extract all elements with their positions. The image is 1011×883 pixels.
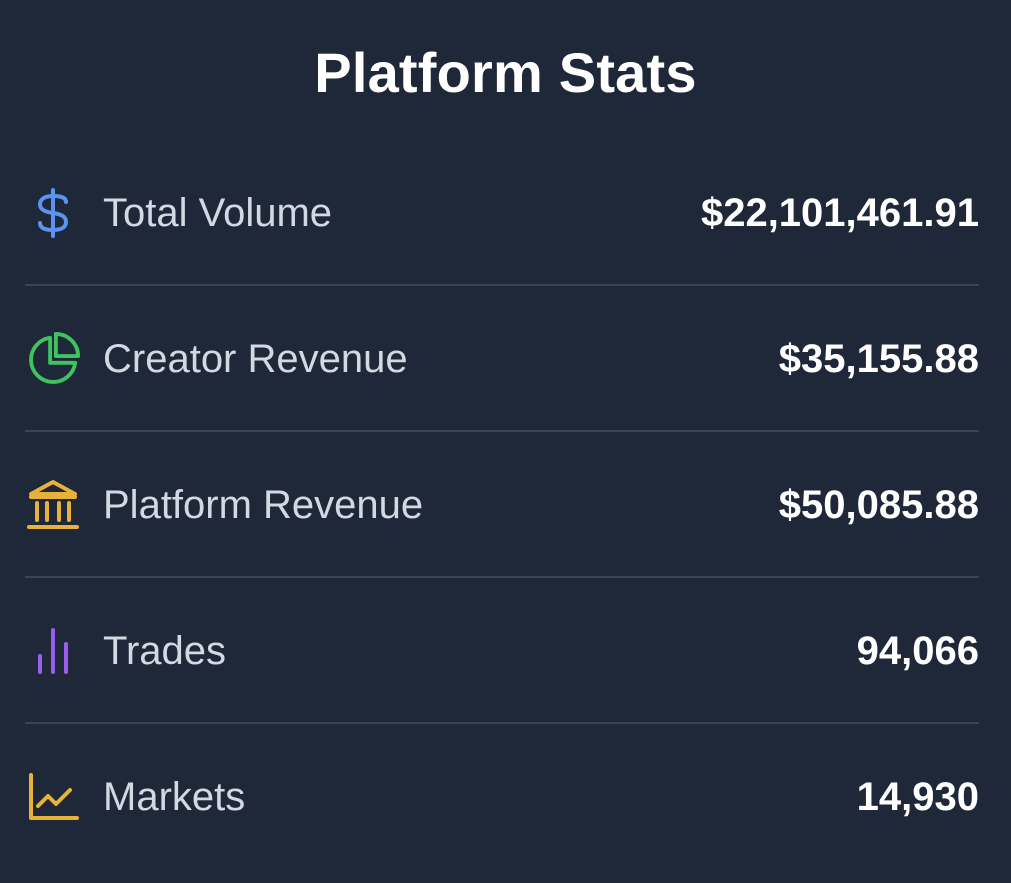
stat-label: Total Volume xyxy=(103,190,333,235)
dollar-icon xyxy=(25,185,81,241)
stats-list: Total Volume $22,101,461.91 Creator Reve… xyxy=(25,140,979,870)
stat-row-trades: Trades 94,066 xyxy=(25,578,979,724)
stat-label: Markets xyxy=(103,774,246,819)
divider xyxy=(25,284,979,286)
stat-label: Trades xyxy=(103,628,227,673)
stat-row-platform-revenue: Platform Revenue $50,085.88 xyxy=(25,432,979,578)
stat-value: 14,930 xyxy=(856,774,979,819)
bar-chart-icon xyxy=(25,623,81,679)
stat-row-markets: Markets 14,930 xyxy=(25,724,979,870)
stat-value: $50,085.88 xyxy=(778,482,979,527)
divider xyxy=(25,576,979,578)
divider xyxy=(25,722,979,724)
divider xyxy=(25,430,979,432)
page-title: Platform Stats xyxy=(314,41,697,104)
stat-label: Creator Revenue xyxy=(103,336,408,381)
line-chart-icon xyxy=(25,769,81,825)
stat-value: $22,101,461.91 xyxy=(700,190,979,235)
stat-value: 94,066 xyxy=(856,628,979,673)
pie-chart-icon xyxy=(25,331,81,387)
stat-row-creator-revenue: Creator Revenue $35,155.88 xyxy=(25,286,979,432)
stat-row-total-volume: Total Volume $22,101,461.91 xyxy=(25,140,979,286)
stat-label: Platform Revenue xyxy=(103,482,424,527)
stat-value: $35,155.88 xyxy=(778,336,979,381)
bank-icon xyxy=(25,477,81,533)
